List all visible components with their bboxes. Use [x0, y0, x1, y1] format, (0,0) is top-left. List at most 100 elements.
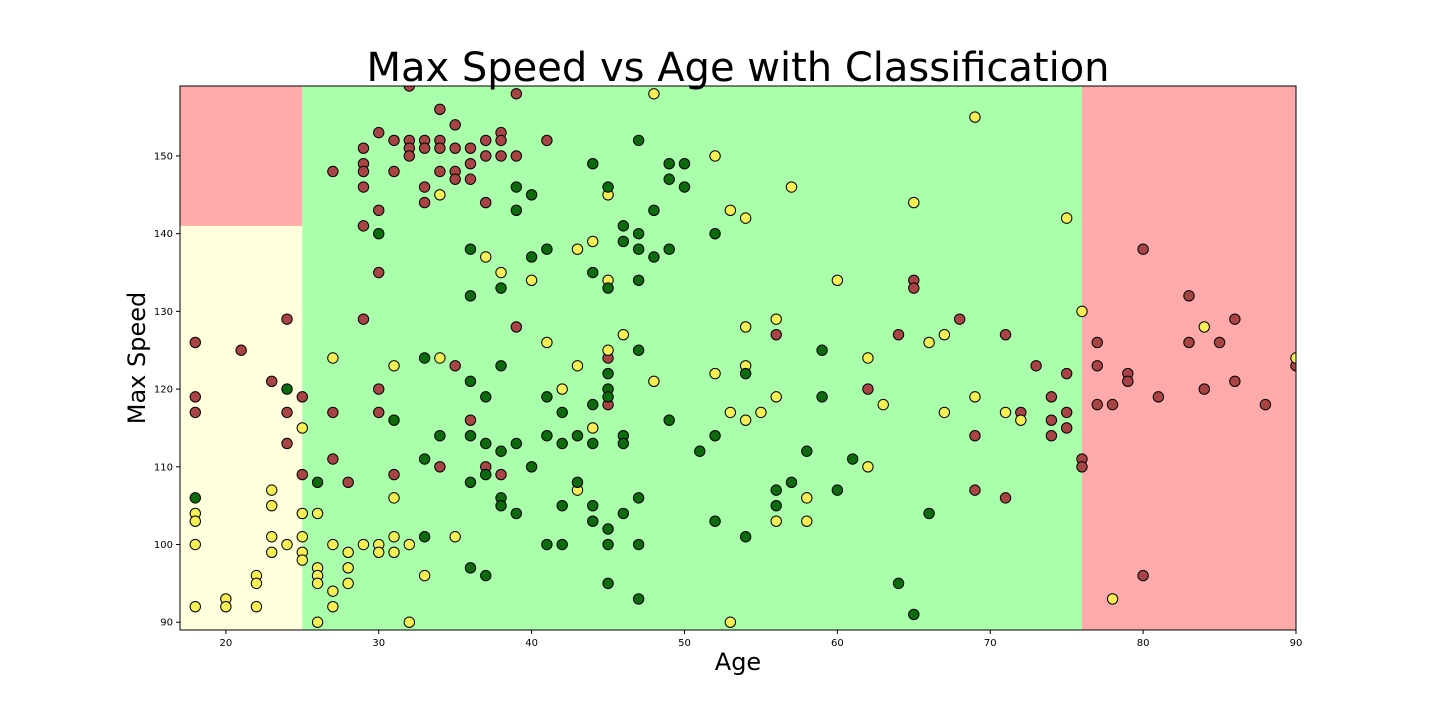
point-green	[541, 538, 553, 551]
data-points	[189, 86, 1296, 628]
point-green	[632, 227, 645, 240]
point-green	[388, 414, 400, 426]
point-green	[189, 492, 201, 504]
point-green	[632, 593, 645, 605]
x-axis-label: Age	[715, 648, 761, 676]
point-red	[418, 181, 431, 193]
point-green	[648, 204, 660, 217]
point-green	[632, 538, 645, 551]
point-yellow	[571, 360, 584, 372]
point-yellow	[296, 554, 309, 566]
point-yellow	[266, 546, 278, 558]
point-red	[373, 383, 385, 395]
point-yellow	[495, 266, 507, 279]
point-yellow	[220, 600, 232, 613]
point-yellow	[296, 507, 309, 520]
point-yellow	[388, 531, 400, 543]
chart-title: Max Speed vs Age with Classification	[366, 45, 1109, 91]
point-yellow	[342, 546, 354, 558]
classification-regions	[180, 86, 1296, 630]
point-red	[434, 461, 446, 473]
point-yellow	[724, 616, 737, 628]
point-yellow	[648, 88, 660, 100]
point-green	[464, 562, 477, 574]
point-red	[969, 484, 981, 496]
point-yellow	[189, 600, 201, 613]
point-green	[556, 406, 568, 419]
y-tick-label: 90	[160, 618, 173, 629]
point-green	[801, 445, 813, 457]
point-yellow	[250, 577, 263, 590]
point-red	[969, 430, 981, 442]
y-axis-label: Max Speed	[123, 292, 151, 424]
point-yellow	[831, 274, 844, 286]
point-red	[235, 344, 247, 356]
point-green	[648, 251, 660, 263]
point-red	[403, 150, 416, 162]
point-red	[510, 88, 523, 100]
point-red	[189, 336, 201, 349]
point-yellow	[388, 546, 400, 558]
point-green	[663, 158, 675, 170]
x-tick-label: 50	[678, 638, 691, 649]
point-yellow	[999, 406, 1012, 419]
point-yellow	[311, 507, 324, 520]
point-red	[495, 150, 507, 162]
point-green	[434, 430, 446, 442]
point-green	[831, 484, 844, 496]
point-green	[632, 492, 645, 504]
point-red	[449, 142, 461, 154]
point-red	[388, 468, 400, 481]
point-yellow	[602, 344, 614, 356]
point-red	[953, 313, 966, 325]
point-red	[480, 134, 492, 147]
point-red	[1076, 461, 1088, 473]
point-green	[617, 437, 630, 450]
point-yellow	[388, 492, 400, 504]
point-yellow	[311, 577, 324, 590]
point-green	[510, 181, 523, 193]
point-yellow	[938, 406, 951, 419]
point-yellow	[357, 538, 370, 551]
point-yellow	[525, 274, 538, 286]
point-yellow	[739, 414, 752, 426]
point-yellow	[296, 531, 309, 543]
y-tick-label: 130	[154, 307, 173, 318]
point-green	[311, 476, 324, 489]
point-red	[464, 158, 477, 170]
point-red	[296, 391, 309, 403]
point-green	[632, 243, 645, 255]
point-green	[541, 430, 553, 442]
point-green	[464, 290, 477, 302]
point-green	[602, 282, 614, 294]
point-green	[587, 515, 599, 527]
point-yellow	[724, 406, 737, 419]
point-yellow	[403, 616, 416, 628]
point-green	[556, 538, 568, 551]
point-green	[480, 468, 492, 481]
y-tick-label: 110	[154, 462, 173, 473]
point-red	[892, 328, 905, 341]
point-red	[1183, 290, 1195, 302]
point-red	[1259, 398, 1272, 411]
x-tick-label: 40	[525, 638, 538, 649]
point-green	[602, 181, 614, 193]
point-green	[709, 430, 721, 442]
point-red	[434, 142, 446, 154]
point-green	[495, 360, 507, 372]
point-green	[525, 189, 538, 201]
point-green	[617, 507, 630, 520]
point-red	[327, 406, 339, 419]
point-green	[602, 391, 614, 403]
point-red	[1106, 398, 1119, 411]
x-tick-label: 60	[831, 638, 844, 649]
point-yellow	[770, 391, 782, 403]
point-yellow	[801, 515, 813, 527]
point-green	[602, 538, 614, 551]
point-green	[739, 531, 752, 543]
point-green	[495, 445, 507, 457]
point-green	[846, 453, 859, 465]
point-green	[816, 344, 828, 356]
point-yellow	[587, 235, 599, 248]
